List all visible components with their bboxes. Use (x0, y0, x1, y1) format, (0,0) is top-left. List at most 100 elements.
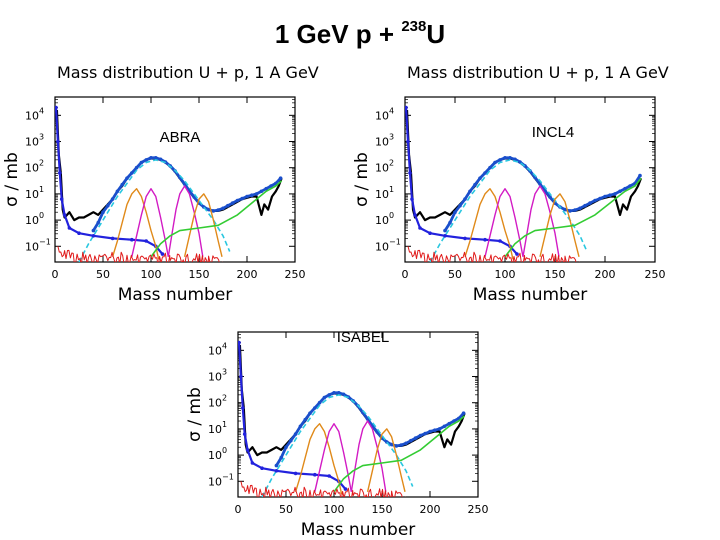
data-point (313, 406, 317, 410)
data-point (453, 210, 457, 214)
data-point (410, 197, 414, 201)
data-point (418, 226, 422, 230)
data-point (134, 165, 139, 170)
data-point (442, 424, 447, 429)
data-point (409, 438, 413, 443)
data-point (269, 184, 273, 188)
data-point (259, 189, 264, 194)
data-point (498, 158, 502, 162)
data-point (468, 189, 472, 194)
x-tick-label: 250 (645, 268, 666, 281)
x-tick-label: 200 (595, 268, 616, 281)
data-point (250, 461, 255, 465)
data-point (58, 171, 62, 175)
y-tick-label: 103 (375, 133, 394, 149)
data-point (59, 197, 64, 201)
series-fission-a-135 (167, 185, 204, 257)
data-point (293, 471, 298, 476)
y-tick-label: 10−1 (208, 472, 234, 488)
data-point (405, 105, 408, 110)
y-axis-label: σ / mb (185, 387, 205, 442)
data-point (91, 234, 96, 238)
data-point (55, 105, 58, 110)
data-point (77, 231, 81, 235)
series-evaporation-residues (407, 246, 580, 262)
data-point (618, 189, 622, 194)
y-tick-label: 100 (208, 446, 227, 462)
data-point (149, 156, 153, 160)
model-label: ABRA (160, 129, 201, 146)
x-tick-label: 0 (235, 503, 242, 516)
series-fission-a-80 (111, 188, 160, 260)
data-point (144, 158, 148, 162)
x-tick-label: 100 (495, 268, 516, 281)
data-point (298, 424, 303, 429)
data-point (638, 173, 642, 178)
data-point (158, 157, 163, 162)
series-heavy-residues (504, 177, 642, 258)
data-point (327, 393, 331, 397)
series-total-calculated (443, 156, 642, 232)
data-point (110, 236, 115, 241)
data-point (573, 208, 577, 212)
data-point (463, 197, 467, 201)
page-title-superscript: 238 (401, 18, 427, 35)
data-point (498, 239, 502, 243)
data-point (96, 220, 100, 225)
y-tick-label: 101 (208, 420, 227, 436)
series-evaporation-residues (240, 481, 406, 497)
series-total-calculated (275, 391, 465, 467)
data-point (241, 406, 245, 410)
y-tick-label: 102 (25, 159, 44, 175)
data-point (303, 417, 307, 422)
data-point (279, 455, 283, 460)
data-point (404, 441, 408, 446)
data-point (226, 203, 230, 208)
x-tick-label: 100 (324, 503, 345, 516)
y-tick-label: 104 (208, 341, 227, 357)
data-point (264, 186, 268, 191)
data-point (452, 419, 456, 423)
data-point (578, 206, 582, 211)
series-heavy-residues (150, 180, 283, 258)
data-point (478, 176, 482, 180)
series-group (405, 105, 643, 262)
y-tick-label: 102 (208, 394, 227, 410)
data-point (289, 438, 293, 443)
x-tick-label: 200 (237, 268, 258, 281)
x-axis-label: Mass number (301, 520, 416, 540)
data-point (115, 189, 120, 194)
data-point (433, 428, 437, 432)
data-point (327, 474, 331, 478)
data-point (120, 182, 124, 187)
data-point (428, 231, 432, 235)
data-point (588, 201, 592, 205)
y-tick-label: 104 (25, 106, 44, 122)
x-tick-label: 50 (96, 268, 110, 281)
data-point (245, 194, 249, 199)
data-point (130, 171, 134, 175)
data-point (238, 340, 241, 345)
data-point (493, 160, 497, 165)
data-point (308, 411, 312, 415)
series-fit (261, 394, 414, 497)
y-tick-label: 103 (25, 133, 44, 149)
data-point (332, 391, 336, 395)
data-point (130, 237, 134, 242)
x-tick-label: 250 (468, 503, 489, 516)
data-point (408, 171, 412, 175)
series-fission-a-80 (294, 423, 343, 495)
plot-frame (237, 331, 479, 498)
y-axis-label: σ / mb (2, 152, 22, 207)
chart-svg: Mass distribution U + p, 1 A GeV 10−1 100 1… (2, 63, 319, 305)
data-point (240, 196, 244, 201)
series-fission-a-80 (464, 188, 514, 260)
y-tick-label: 104 (375, 106, 394, 122)
page-title-prefix: 1 GeV p + (274, 19, 402, 49)
data-point (250, 193, 254, 197)
data-point (337, 391, 341, 395)
data-point (568, 209, 572, 213)
data-point (274, 463, 279, 468)
data-point (313, 472, 317, 477)
data-point (221, 206, 225, 211)
